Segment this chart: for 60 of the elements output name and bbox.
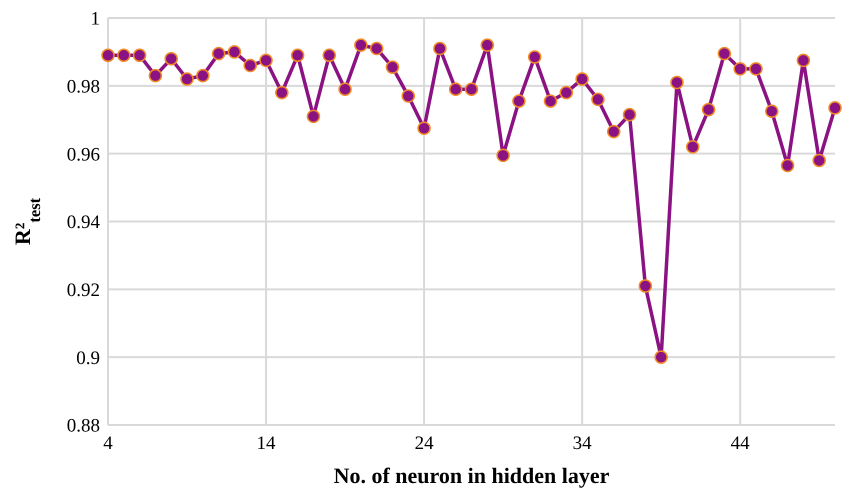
- point: [402, 89, 416, 103]
- point: [575, 72, 589, 86]
- point: [290, 48, 304, 62]
- point: [164, 52, 178, 66]
- point: [560, 86, 574, 100]
- y-tick-label: 0.94: [66, 212, 100, 234]
- point: [386, 60, 400, 74]
- point: [370, 42, 384, 56]
- y-tick-label: 0.98: [66, 76, 100, 98]
- point: [117, 48, 131, 62]
- point: [512, 94, 526, 108]
- point: [765, 104, 779, 118]
- point: [212, 46, 226, 60]
- point: [101, 48, 115, 62]
- y-tick-label: 1: [90, 8, 100, 30]
- x-tick-label: 24: [414, 433, 434, 454]
- x-axis-title: No. of neuron in hidden layer: [334, 463, 610, 488]
- point: [480, 38, 494, 52]
- point: [448, 82, 462, 96]
- point: [544, 94, 558, 108]
- point: [496, 148, 510, 162]
- point: [196, 68, 210, 82]
- y-tick-label: 0.92: [66, 280, 100, 301]
- point: [733, 62, 747, 76]
- x-tick-label: 44: [730, 433, 750, 454]
- point: [828, 101, 842, 115]
- point: [354, 38, 368, 52]
- point: [702, 102, 716, 116]
- x-tick-label: 14: [256, 433, 276, 454]
- point: [686, 140, 700, 154]
- point: [338, 82, 352, 96]
- y-tick-label: 0.9: [76, 348, 100, 369]
- point: [228, 45, 242, 59]
- point: [275, 86, 289, 100]
- point: [148, 68, 162, 82]
- point: [796, 54, 810, 68]
- point: [749, 62, 763, 76]
- x-tick-label: 34: [572, 433, 592, 454]
- point: [132, 48, 146, 62]
- point: [622, 108, 636, 122]
- point: [259, 54, 273, 68]
- point: [433, 42, 447, 56]
- point: [606, 124, 620, 138]
- point: [306, 110, 320, 124]
- point: [322, 48, 336, 62]
- point: [718, 46, 732, 60]
- point: [528, 50, 542, 64]
- point: [638, 279, 652, 293]
- point: [591, 92, 605, 106]
- x-tick-label: 4: [103, 433, 114, 454]
- point: [243, 58, 257, 72]
- y-tick-label: 0.88: [66, 416, 100, 437]
- point: [812, 154, 826, 168]
- point: [670, 76, 684, 90]
- y-tick-label: 0.96: [66, 144, 100, 166]
- point: [780, 158, 794, 172]
- point: [180, 72, 194, 86]
- point: [464, 82, 478, 96]
- point: [654, 350, 668, 364]
- point: [417, 121, 431, 135]
